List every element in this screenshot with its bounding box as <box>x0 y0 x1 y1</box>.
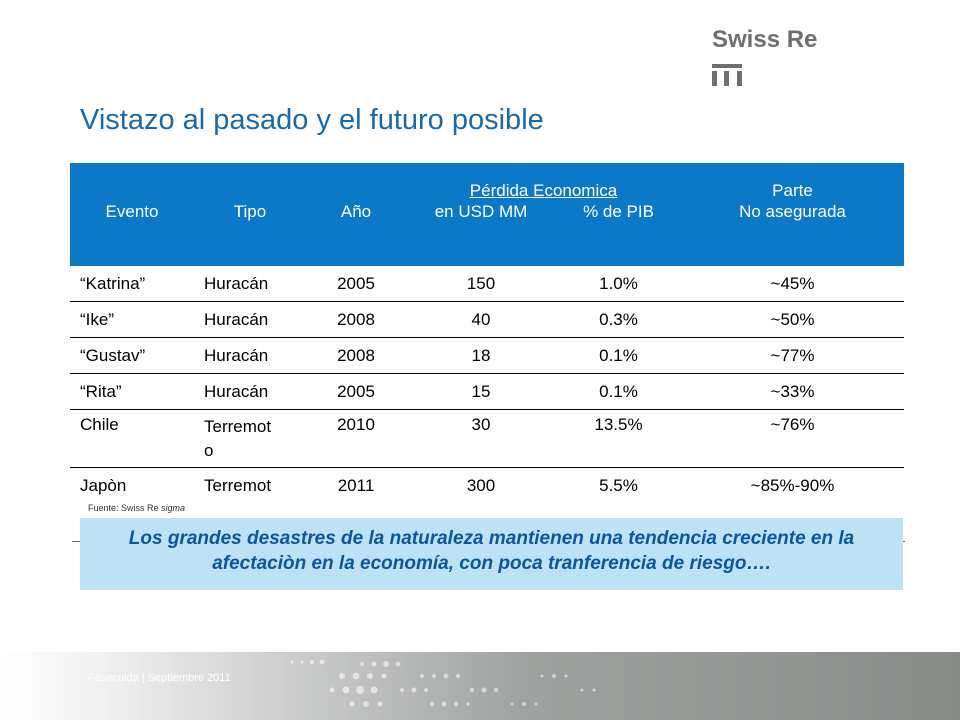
table-row: “Rita” Huracán 2005 15 0.1% ~33% <box>70 373 904 410</box>
swiss-re-cross-icon <box>712 64 742 86</box>
cell-tipo: Huracán <box>194 337 306 374</box>
callout-box <box>80 518 903 590</box>
logo-text: Swiss Re <box>712 26 818 53</box>
cell-no-asegurada: ~45% <box>681 266 904 302</box>
divider-left <box>72 541 80 542</box>
cell-no-asegurada: ~76% <box>681 409 904 468</box>
table-header-row-group: Pérdida Economica Parte <box>70 163 904 201</box>
cell-usd: 30 <box>406 409 556 468</box>
cell-usd: 150 <box>406 266 556 302</box>
divider-right <box>903 541 905 542</box>
cell-ano: 2010 <box>306 409 406 468</box>
cell-pib: 13.5% <box>556 409 681 468</box>
header-pib: % de PIB <box>556 201 681 266</box>
table-row: “Katrina” Huracán 2005 150 1.0% ~45% <box>70 266 904 302</box>
cell-pib: 0.3% <box>556 301 681 338</box>
header-ano: Año <box>306 201 406 266</box>
cell-usd: 40 <box>406 301 556 338</box>
header-parte: Parte <box>681 163 904 201</box>
cell-usd: 18 <box>406 337 556 374</box>
cell-no-asegurada: ~33% <box>681 373 904 410</box>
loss-table: Pérdida Economica Parte Evento Tipo Año … <box>70 163 904 503</box>
cell-ano: 2005 <box>306 373 406 410</box>
callout-text: Los grandes desastres de la naturaleza m… <box>128 528 855 574</box>
swiss-re-logo: Swiss Re <box>712 26 817 86</box>
source-note: Fuente: Swiss Re sigma <box>88 503 186 513</box>
table-row: Chile Terremoto 2010 30 13.5% ~76% <box>70 409 904 468</box>
page-title: Vistazo al pasado y el futuro posible <box>80 104 544 136</box>
cell-usd: 15 <box>406 373 556 410</box>
dots-pattern-icon <box>290 659 596 707</box>
header-perdida-economica: Pérdida Economica <box>406 163 681 201</box>
cell-tipo: Huracán <box>194 373 306 410</box>
cell-pib: 5.5% <box>599 475 638 495</box>
cell-tipo: Terremoto <box>194 409 306 468</box>
cell-pib: 0.1% <box>556 373 681 410</box>
cell-no-asegurada: ~77% <box>681 337 904 374</box>
cell-tipo: Terremot <box>204 475 272 495</box>
table-row: “Ike” Huracán 2008 40 0.3% ~50% <box>70 301 904 338</box>
cell-evento: “Katrina” <box>70 266 194 302</box>
cell-evento: “Ike” <box>70 301 194 338</box>
cell-ano: 2008 <box>306 301 406 338</box>
cell-tipo: Huracán <box>194 301 306 338</box>
header-tipo: Tipo <box>194 201 306 266</box>
cell-tipo: Huracán <box>194 266 306 302</box>
header-no-asegurada: No asegurada <box>681 201 904 266</box>
table-row: Japòn Terremot 2011 300 5.5% ~85%-90% <box>70 468 904 504</box>
cell-no-asegurada: ~50% <box>681 301 904 338</box>
cell-ano: 2008 <box>306 337 406 374</box>
header-usd: en USD MM <box>406 201 556 266</box>
cell-evento: “Rita” <box>70 373 194 410</box>
cell-evento: “Gustav” <box>70 337 194 374</box>
cell-pib: 0.1% <box>556 337 681 374</box>
table-row: “Gustav” Huracán 2008 18 0.1% ~77% <box>70 337 904 374</box>
cell-evento: Japòn <box>80 475 127 495</box>
footer-text: Fasecolda | Septiembre 2011 <box>88 672 231 684</box>
cell-evento: Chile <box>70 409 194 468</box>
cell-ano: 2005 <box>306 266 406 302</box>
cell-ano: 2011 <box>337 475 375 495</box>
header-evento: Evento <box>70 201 194 266</box>
cell-pib: 1.0% <box>556 266 681 302</box>
footer-bar <box>0 652 960 720</box>
table-header-row: Evento Tipo Año en USD MM % de PIB No as… <box>70 201 904 266</box>
cell-no-asegurada: ~85%-90% <box>750 475 835 495</box>
cell-usd: 300 <box>466 475 496 495</box>
